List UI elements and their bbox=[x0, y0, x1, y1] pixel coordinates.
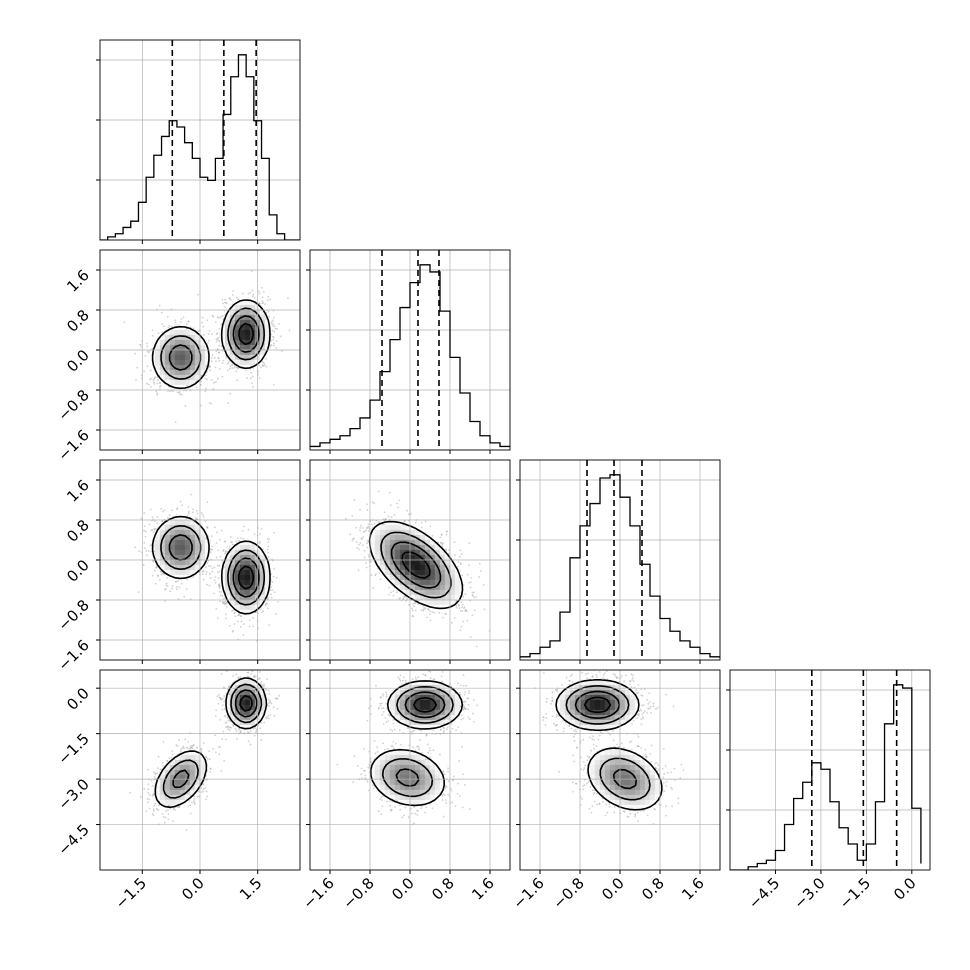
ytick-label-p3-0: −4.5 bbox=[54, 821, 92, 859]
ytick-label-p2-2: 0.0 bbox=[63, 556, 93, 586]
ytick-label-p3-2: −1.5 bbox=[54, 730, 92, 768]
hist-p1-step bbox=[310, 264, 510, 448]
xtick-label-p1-4: 1.6 bbox=[468, 874, 498, 904]
xtick-label-p1-0: −1.6 bbox=[299, 874, 337, 912]
xtick-label-p0-1: 0.0 bbox=[178, 874, 208, 904]
xtick-label-p2-1: −0.8 bbox=[549, 874, 587, 912]
ytick-label-p2-0: −1.6 bbox=[54, 636, 92, 674]
density-p3-vs-p0-contour-1 bbox=[162, 683, 263, 799]
density-p3-vs-p2-contours bbox=[555, 679, 663, 811]
ytick-label-p1-0: −1.6 bbox=[54, 426, 92, 464]
ytick-label-p1-1: −0.8 bbox=[54, 386, 92, 424]
density-p3-vs-p2-contour-3 bbox=[583, 696, 612, 713]
xtick-label-p2-3: 0.8 bbox=[638, 874, 668, 904]
xtick-label-p2-2: 0.0 bbox=[598, 874, 628, 904]
hist-p3-frame bbox=[729, 669, 931, 871]
ytick-label-p3-1: −3.0 bbox=[54, 775, 92, 813]
density-p2-vs-p0-contour-0 bbox=[151, 515, 271, 615]
xtick-label-p1-2: 0.0 bbox=[388, 874, 418, 904]
xtick-label-p2-4: 1.6 bbox=[678, 874, 708, 904]
hist-p0-step bbox=[100, 54, 300, 240]
ytick-label-p1-3: 0.8 bbox=[63, 306, 93, 336]
density-p3-vs-p1-contour-0 bbox=[370, 680, 464, 807]
density-p1-vs-p0-contour-3 bbox=[238, 322, 254, 346]
ytick-label-p3-3: 0.0 bbox=[63, 684, 93, 714]
density-p3-vs-p0-contour-3 bbox=[239, 694, 253, 712]
xtick-label-p0-2: 1.5 bbox=[236, 874, 266, 904]
xtick-label-p0-0: −1.5 bbox=[112, 874, 150, 912]
hist-p0-panel bbox=[96, 39, 301, 244]
xtick-label-p3-0: −4.5 bbox=[745, 874, 783, 912]
density-p3-vs-p1-panel bbox=[306, 669, 511, 874]
xtick-label-p3-3: 0.0 bbox=[890, 874, 920, 904]
hist-p3-panel bbox=[726, 669, 931, 874]
density-p3-vs-p2-contour-0 bbox=[555, 679, 663, 811]
density-p2-vs-p0-contour-3 bbox=[238, 565, 254, 590]
hist-p2-panel bbox=[516, 459, 721, 664]
xtick-label-p3-1: −3.0 bbox=[790, 874, 828, 912]
density-p2-vs-p1-contour-2 bbox=[390, 541, 442, 589]
density-p3-vs-p0-contours bbox=[154, 677, 268, 809]
density-p2-vs-p0-panel bbox=[96, 459, 301, 664]
density-p2-vs-p1-contour-3 bbox=[401, 551, 431, 579]
xtick-label-p1-3: 0.8 bbox=[428, 874, 458, 904]
density-p3-vs-p0-contour-2 bbox=[172, 689, 258, 788]
density-p3-vs-p0-contour-0 bbox=[154, 677, 268, 809]
ytick-label-p2-1: −0.8 bbox=[54, 596, 92, 634]
hist-p3-step bbox=[730, 684, 922, 870]
ytick-label-p2-3: 0.8 bbox=[63, 516, 93, 546]
density-p3-vs-p1-contour-3 bbox=[413, 697, 437, 713]
hist-p1-panel bbox=[306, 249, 511, 454]
density-p1-vs-p0-panel bbox=[96, 249, 301, 454]
density-p3-vs-p2-fill bbox=[554, 679, 661, 811]
density-p3-vs-p2-panel bbox=[516, 669, 721, 874]
density-p3-vs-p2-contour-1 bbox=[565, 685, 651, 801]
ytick-label-p2-4: 1.6 bbox=[63, 476, 93, 506]
density-p3-vs-p2-contour-2 bbox=[574, 690, 637, 790]
xtick-label-p2-0: −1.6 bbox=[509, 874, 547, 912]
ytick-label-p1-2: 0.0 bbox=[63, 346, 93, 376]
density-p3-vs-p0-panel bbox=[96, 669, 301, 874]
xtick-label-p3-2: −1.5 bbox=[836, 874, 874, 912]
hist-p2-step bbox=[520, 474, 720, 658]
density-p2-vs-p0-contours bbox=[151, 515, 271, 615]
density-p2-vs-p1-panel bbox=[306, 459, 511, 664]
xtick-label-p1-1: −0.8 bbox=[339, 874, 377, 912]
ytick-label-p1-4: 1.6 bbox=[63, 266, 93, 296]
